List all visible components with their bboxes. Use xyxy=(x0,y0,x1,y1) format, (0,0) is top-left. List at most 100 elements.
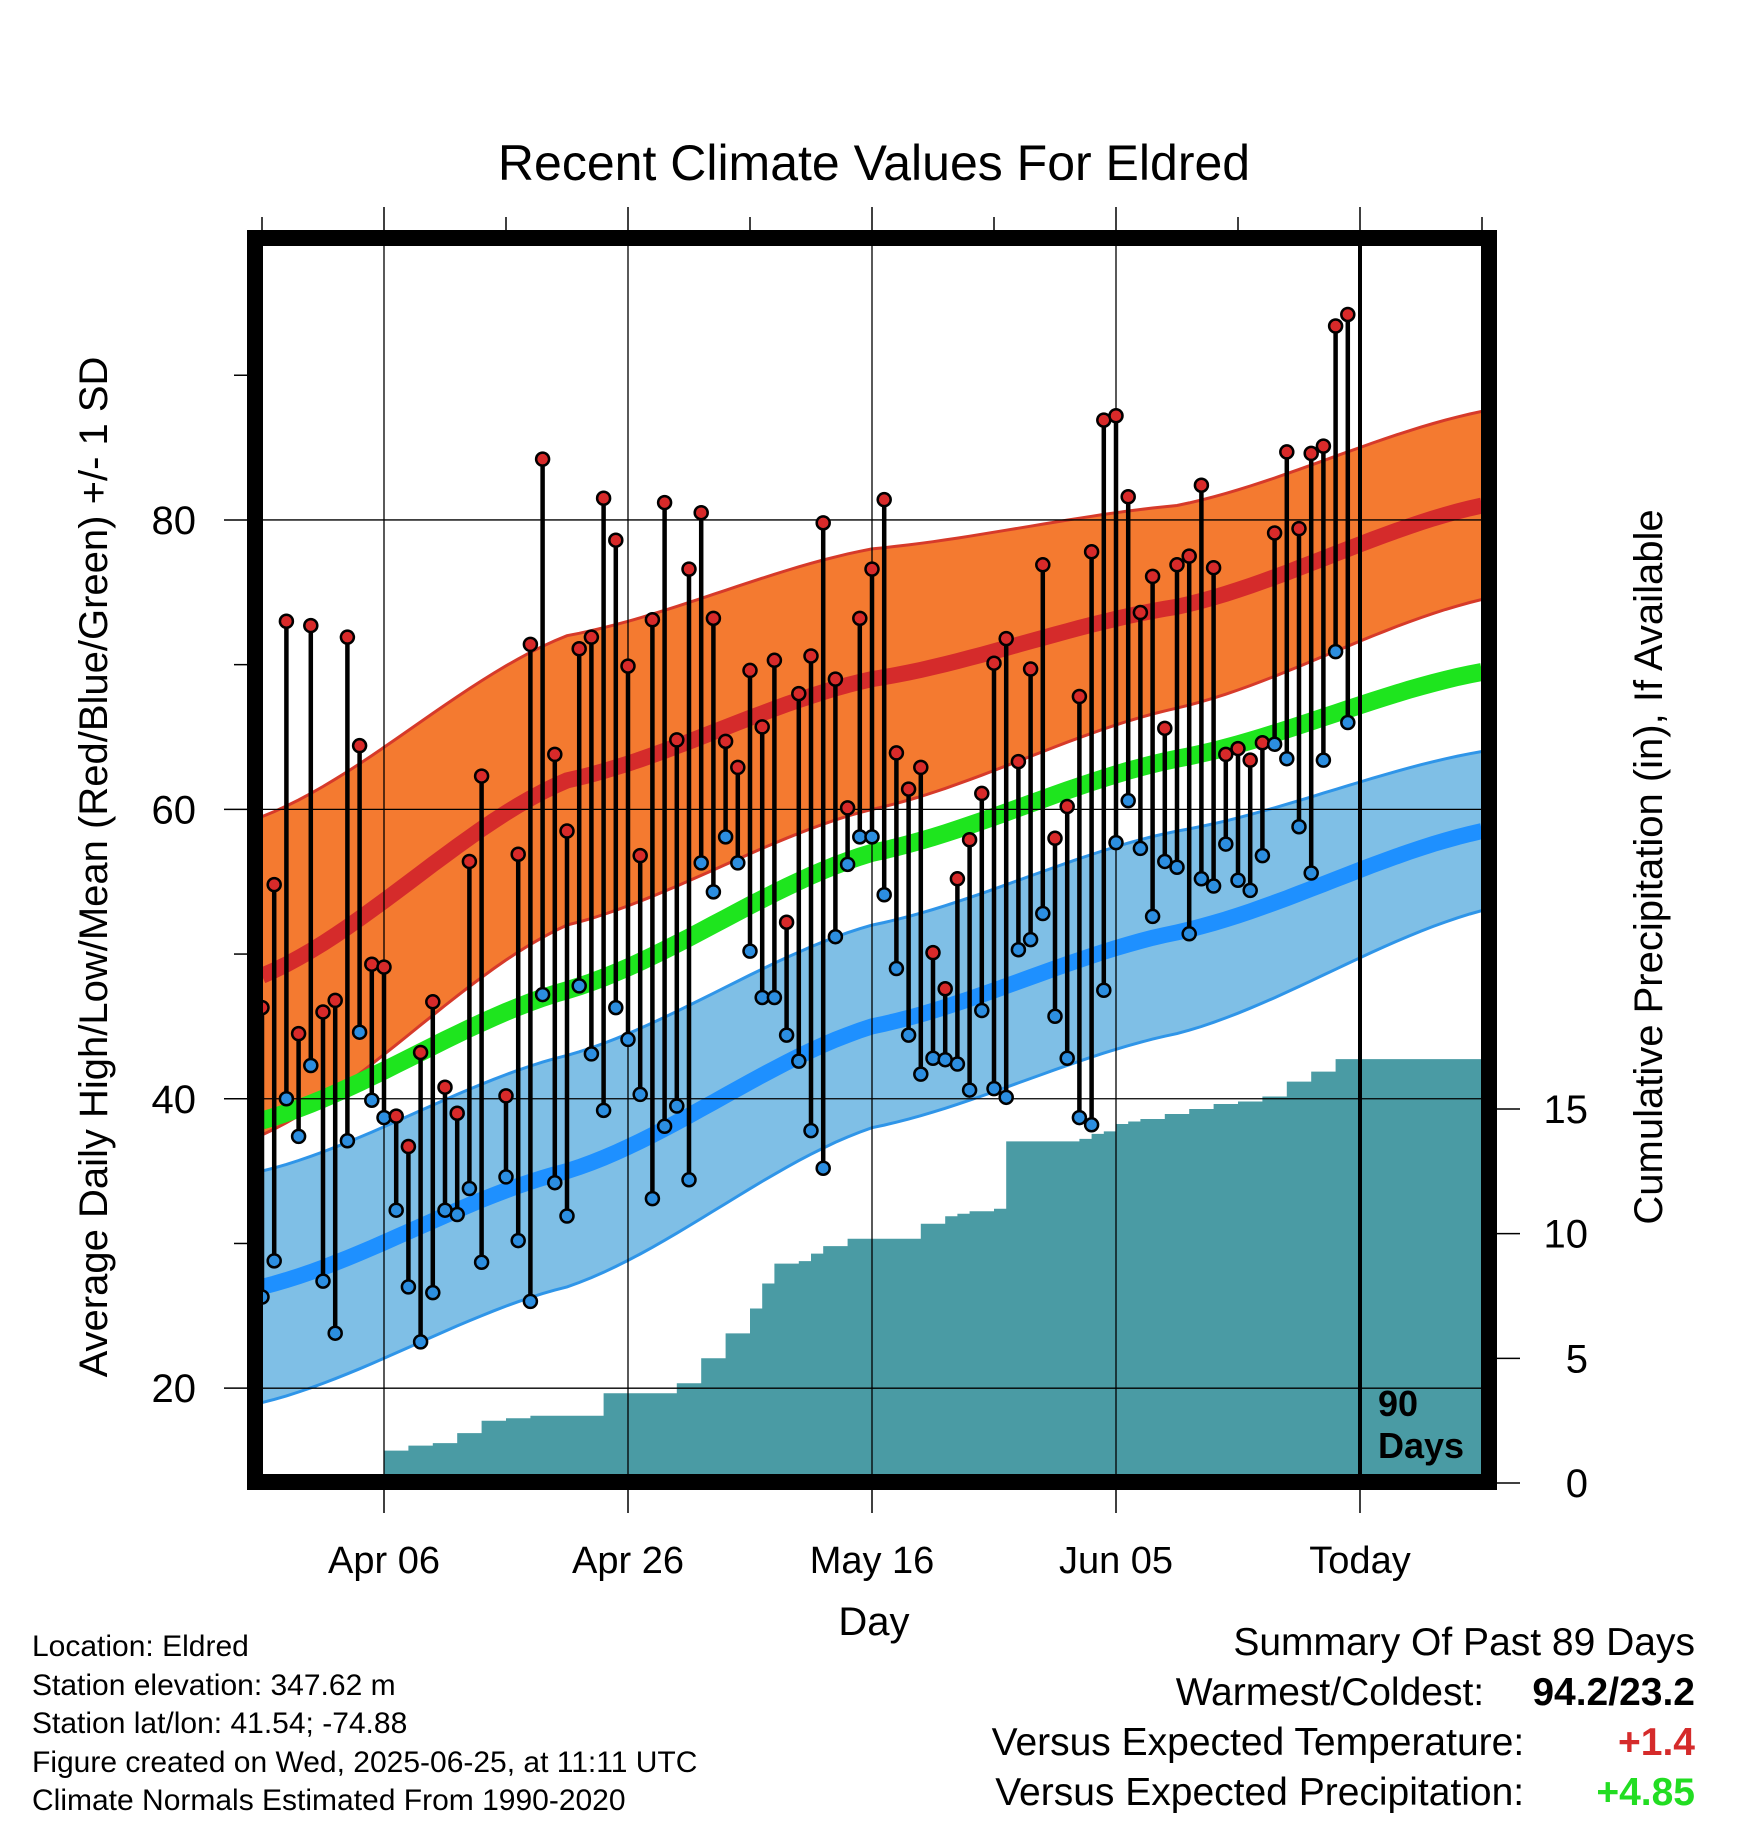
daily-low-point xyxy=(1010,941,1027,958)
daily-high-point xyxy=(900,781,917,797)
y-axis-right-label: Cumulative Precipitation (in), If Availa… xyxy=(1627,509,1671,1224)
daily-low-point xyxy=(608,999,624,1016)
daily-low-point xyxy=(1157,853,1173,870)
daily-high-point xyxy=(1327,318,1344,334)
elevation-line: Station elevation: 347.62 m xyxy=(32,1668,396,1702)
daily-high-point xyxy=(913,759,929,776)
daily-low-point xyxy=(327,1325,343,1341)
daily-high-point xyxy=(766,652,783,669)
daily-low-point xyxy=(1230,872,1246,889)
normals-line: Climate Normals Estimated From 1990-2020 xyxy=(32,1784,626,1817)
daily-high-point xyxy=(315,1004,331,1020)
daily-low-point xyxy=(1193,871,1210,887)
chart-title: Recent Climate Values For Eldred xyxy=(498,135,1250,191)
daily-low-point xyxy=(1035,905,1051,922)
daily-high-point xyxy=(437,1079,453,1095)
daily-low-point xyxy=(1266,736,1283,752)
daily-high-point xyxy=(1108,408,1124,424)
daily-high-point xyxy=(522,636,539,653)
daily-low-point xyxy=(1303,865,1319,881)
daily-high-point xyxy=(608,532,624,548)
daily-low-point xyxy=(705,884,722,900)
daily-low-point xyxy=(559,1208,575,1224)
daily-high-point xyxy=(1157,720,1173,737)
daily-low-point xyxy=(998,1089,1014,1106)
daily-low-point xyxy=(888,960,905,977)
daily-high-point xyxy=(876,491,892,508)
today-label-days-word: Days xyxy=(1378,1425,1464,1466)
daily-low-point xyxy=(412,1334,429,1350)
daily-low-point xyxy=(656,1118,673,1135)
daily-low-point xyxy=(632,1086,648,1103)
daily-low-point xyxy=(1327,643,1344,660)
summary-title: Summary Of Past 89 Days xyxy=(1233,1621,1695,1664)
daily-high-point xyxy=(1169,557,1185,573)
plot-content xyxy=(262,245,1482,1475)
daily-low-point xyxy=(900,1027,917,1043)
daily-low-point xyxy=(1120,792,1136,809)
warmest-coldest-value: 94.2/23.2 xyxy=(1532,1671,1695,1714)
daily-low-point xyxy=(681,1172,697,1188)
daily-low-point xyxy=(400,1279,417,1295)
daily-low-point xyxy=(449,1206,465,1223)
daily-high-point xyxy=(742,662,758,679)
y-left-tick-label: 80 xyxy=(152,499,197,543)
daily-low-point xyxy=(717,829,734,845)
daily-low-point xyxy=(534,986,551,1003)
y-left-tick-label: 40 xyxy=(152,1078,197,1122)
summary-block: Summary Of Past 89 Days Warmest/Coldest:… xyxy=(992,1618,1695,1818)
daily-high-point xyxy=(1242,752,1258,768)
daily-high-point xyxy=(1022,661,1039,677)
station-info: Location: Eldred Station elevation: 347.… xyxy=(32,1628,697,1821)
daily-high-point xyxy=(632,847,648,864)
daily-low-point xyxy=(803,1122,819,1139)
daily-high-point xyxy=(262,999,270,1016)
daily-low-point xyxy=(595,1102,612,1119)
daily-high-point xyxy=(705,610,722,627)
daily-high-point xyxy=(1181,548,1197,564)
precip-value: +4.85 xyxy=(1596,1771,1695,1814)
daily-high-point xyxy=(669,732,685,748)
daily-low-point xyxy=(620,1031,636,1048)
plot-frame xyxy=(247,230,1497,1490)
daily-low-point xyxy=(1315,752,1332,768)
daily-low-point xyxy=(1132,840,1149,857)
daily-high-point xyxy=(1205,559,1222,576)
daily-low-point xyxy=(1144,908,1161,925)
daily-high-point xyxy=(1291,520,1307,537)
daily-low-point xyxy=(742,943,758,959)
precip-cumulative-area xyxy=(384,1059,1482,1475)
summary-temperature: Versus Expected Temperature: +1.4 xyxy=(992,1718,1695,1768)
daily-high-point xyxy=(644,612,661,628)
latlon-line: Station lat/lon: 41.54; -74.88 xyxy=(32,1707,408,1740)
daily-low-point xyxy=(1083,1117,1100,1133)
daily-low-point xyxy=(864,829,880,845)
daily-high-point xyxy=(1254,735,1271,751)
daily-low-point xyxy=(473,1254,490,1271)
daily-high-point xyxy=(888,745,905,761)
daily-high-point xyxy=(815,515,831,531)
y-right-tick-label: 5 xyxy=(1566,1337,1588,1381)
daily-high-point xyxy=(681,561,697,577)
daily-high-point xyxy=(1120,489,1136,505)
y-left-tick-label: 20 xyxy=(152,1367,197,1411)
x-tick-label: Today xyxy=(1309,1540,1410,1582)
daily-low-point xyxy=(1022,931,1039,948)
temp-label: Versus Expected Temperature: xyxy=(991,1721,1525,1764)
daily-high-point xyxy=(1059,798,1075,815)
daily-low-point xyxy=(669,1098,685,1114)
daily-low-point xyxy=(315,1273,331,1289)
daily-high-point xyxy=(827,671,844,687)
y-right-tick-label: 10 xyxy=(1544,1213,1589,1257)
daily-low-point xyxy=(461,1180,478,1197)
daily-high-point xyxy=(290,1025,307,1042)
daily-high-point xyxy=(864,561,880,577)
daily-high-point xyxy=(473,768,490,784)
daily-high-point xyxy=(351,737,368,754)
daily-high-point xyxy=(1132,604,1149,621)
daily-low-point xyxy=(278,1091,295,1107)
daily-low-point xyxy=(1291,818,1307,835)
daily-high-point xyxy=(974,785,990,802)
daily-low-point xyxy=(1205,878,1222,894)
daily-high-point xyxy=(1266,525,1283,541)
